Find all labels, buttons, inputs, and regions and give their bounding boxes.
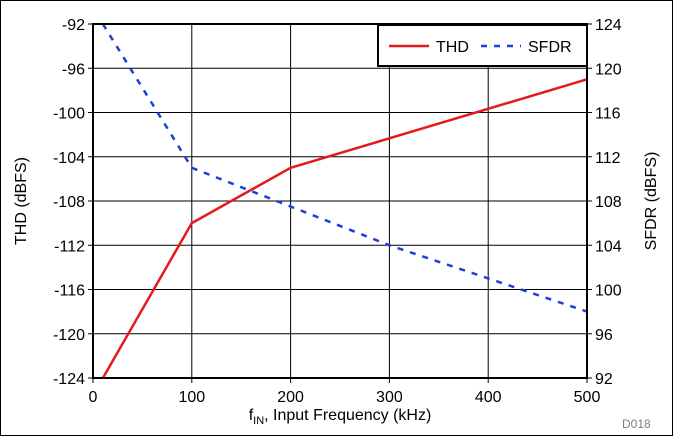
legend-thd-label: THD — [436, 39, 469, 56]
y-right-axis-label: SFDR (dBFS) — [643, 152, 660, 251]
x-tick-label: 0 — [89, 389, 98, 406]
series-sfdr-line — [101, 23, 588, 313]
plot-area-border — [92, 23, 588, 379]
y-right-tick-label: 92 — [595, 371, 613, 388]
y-right-tick-label: 108 — [595, 194, 622, 211]
x-axis-label: fIN, Input Frequency (kHz) — [249, 407, 432, 427]
y-left-axis-label: THD (dBFS) — [13, 157, 30, 245]
series-thd-line — [101, 78, 588, 379]
series-group — [101, 23, 588, 379]
x-tick-label: 100 — [178, 389, 205, 406]
figure-id-footnote: D018 — [622, 417, 651, 431]
y-right-tick-label: 116 — [595, 106, 621, 123]
y-left-tick-label: -116 — [54, 283, 85, 300]
x-tick-label: 500 — [574, 389, 601, 406]
y-right-tick-labels: 124 120 116 112 108 104 100 96 92 — [595, 17, 622, 388]
y-left-tick-label: -96 — [62, 61, 85, 78]
y-left-tick-label: -104 — [53, 150, 85, 167]
x-tick-label: 200 — [277, 389, 304, 406]
x-tick-label: 300 — [376, 389, 403, 406]
grid — [88, 23, 592, 383]
y-left-tick-label: -120 — [53, 327, 85, 344]
y-right-tick-label: 120 — [595, 61, 622, 78]
y-left-tick-label: -100 — [53, 106, 85, 123]
x-axis-label-sub: IN — [253, 415, 264, 427]
y-right-tick-label: 104 — [595, 238, 622, 255]
y-right-tick-label: 100 — [595, 283, 622, 300]
y-left-tick-labels: -92 -96 -100 -104 -108 -112 -116 -120 -124 — [53, 17, 85, 388]
x-axis-label-main: f — [249, 407, 254, 424]
legend: THD SFDR — [377, 24, 588, 67]
x-tick-label: 400 — [475, 389, 502, 406]
y-left-tick-label: -108 — [53, 194, 85, 211]
y-right-tick-label: 112 — [595, 150, 621, 167]
y-left-tick-label: -92 — [62, 17, 85, 34]
legend-sfdr-label: SFDR — [528, 39, 572, 56]
y-left-tick-label: -112 — [54, 238, 85, 255]
y-right-tick-label: 96 — [595, 327, 613, 344]
y-left-tick-label: -124 — [53, 371, 85, 388]
y-right-tick-label: 124 — [595, 17, 622, 34]
x-tick-labels: 0 100 200 300 400 500 — [89, 389, 601, 406]
x-axis-label-rest: , Input Frequency (kHz) — [264, 407, 431, 424]
